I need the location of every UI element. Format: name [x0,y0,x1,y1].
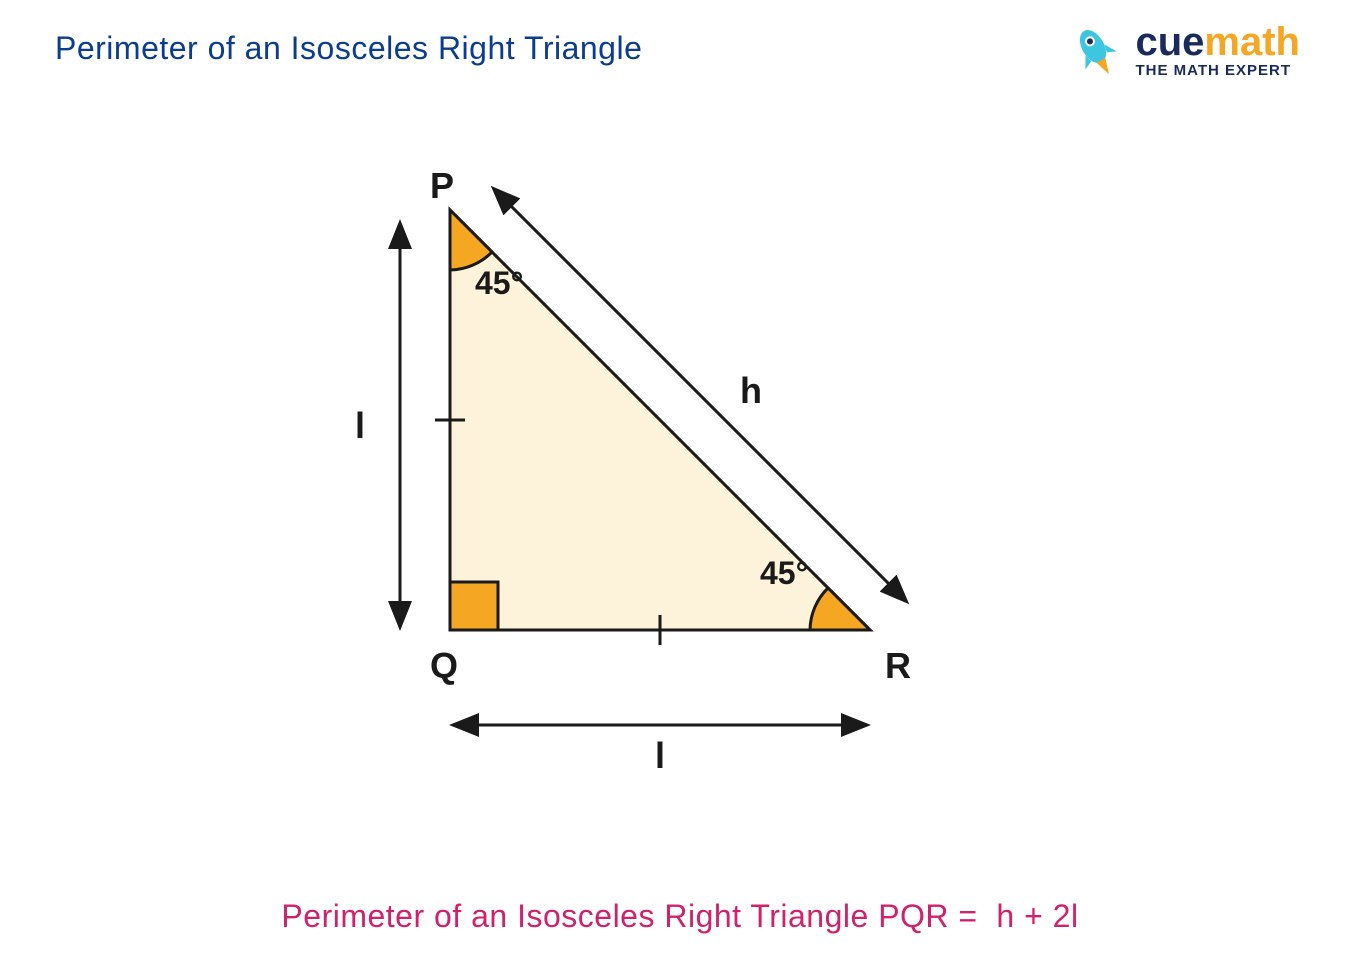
brand-logo: cuemath THE MATH EXPERT [1065,20,1300,80]
formula-label: Perimeter of an Isosceles Right Triangle… [281,898,949,934]
page-title: Perimeter of an Isosceles Right Triangle [55,30,642,67]
angle-label-r: 45° [760,555,808,592]
vertex-label-r: R [885,645,911,687]
formula-equals: = [958,898,977,934]
brand-math: math [1204,20,1300,64]
brand-tagline: THE MATH EXPERT [1135,62,1300,79]
right-angle-marker [450,582,498,630]
side-label-pq: l [355,405,365,447]
rocket-icon [1065,20,1125,80]
diagram-svg [330,180,980,830]
brand-cue: cue [1135,20,1204,64]
vertex-label-q: Q [430,645,458,687]
perimeter-formula: Perimeter of an Isosceles Right Triangle… [281,898,1078,935]
formula-expression: h + 2l [996,898,1078,934]
title-text: Perimeter of an Isosceles Right Triangle [55,30,642,66]
triangle-diagram: P Q R 45° 45° l l h [330,180,980,830]
angle-label-p: 45° [475,265,523,302]
brand-name: cuemath [1135,22,1300,62]
side-label-pr: h [740,370,762,412]
logo-text: cuemath THE MATH EXPERT [1135,22,1300,79]
side-label-qr: l [655,735,665,777]
vertex-label-p: P [430,165,454,207]
